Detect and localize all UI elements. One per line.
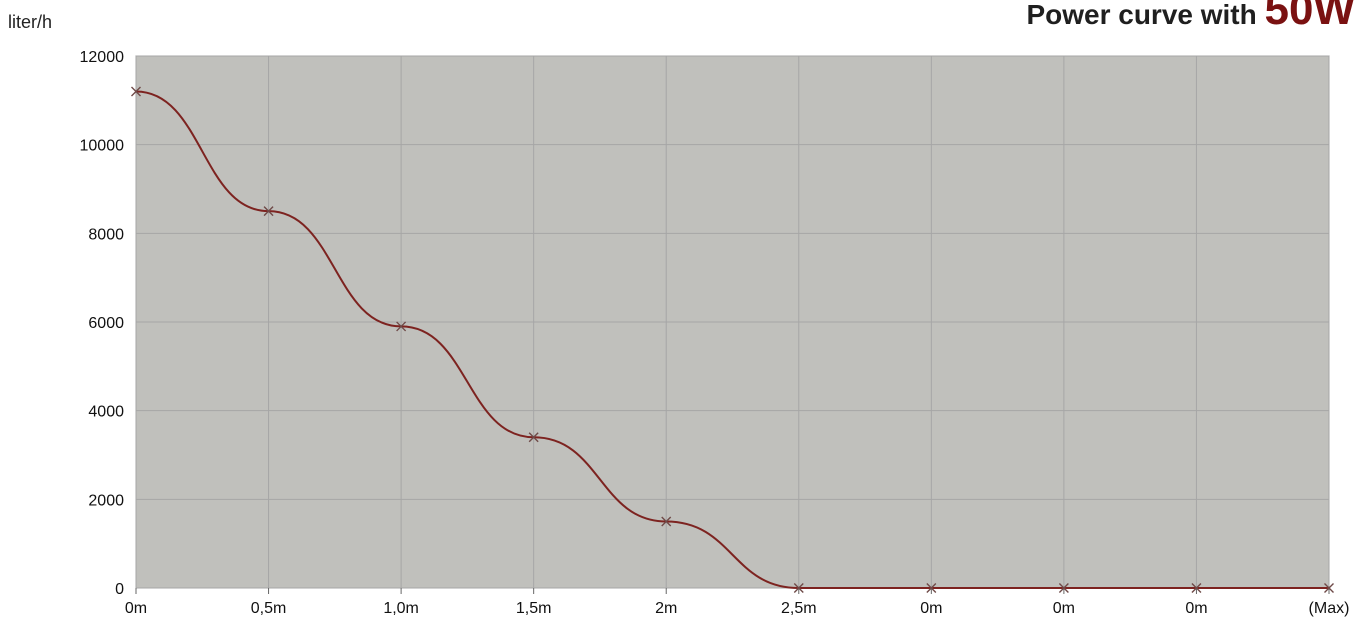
data-point-0-2 xyxy=(396,321,407,332)
y-tick-label-8000: 8000 xyxy=(88,226,124,243)
data-point-0-0 xyxy=(131,86,141,97)
data-point-0-9 xyxy=(1324,583,1334,593)
x-tick-label-5: 2,5m xyxy=(781,600,817,617)
x-tick-label-2: 1,0m xyxy=(383,600,419,617)
data-point-0-1 xyxy=(263,206,274,217)
data-point-0-8 xyxy=(1191,583,1202,593)
plot-layer: 0 2000 4000 6000 8000 10000 12000 0m 0,5m 1,0m 1,5… xyxy=(80,49,1350,617)
data-point-0-6 xyxy=(926,583,937,593)
data-point-0-3 xyxy=(528,432,539,443)
y-axis-label: liter/h xyxy=(8,12,53,32)
y-tick-label-4000: 4000 xyxy=(88,404,124,421)
x-tick-label-6: 0m xyxy=(920,600,942,617)
x-tick-label-1: 0,5m xyxy=(251,600,287,617)
x-tick-label-9: (Max) xyxy=(1309,600,1350,617)
x-tick-label-8: 0m xyxy=(1185,600,1207,617)
chart-title-value: 50W xyxy=(1264,0,1355,34)
chart-title-prefix: Power curve with xyxy=(1026,0,1265,30)
data-point-0-7 xyxy=(1058,583,1069,593)
x-tick-label-7: 0m xyxy=(1053,600,1075,617)
chart-title: Power curve with 50W xyxy=(1026,0,1355,34)
x-tick-label-4: 2m xyxy=(655,600,677,617)
y-tick-label-0: 0 xyxy=(115,581,124,598)
x-tick-label-0: 0m xyxy=(125,600,147,617)
x-tick-label-3: 1,5m xyxy=(516,600,552,617)
data-point-0-4 xyxy=(661,516,672,527)
data-point-0-5 xyxy=(793,583,804,593)
y-tick-label-12000: 12000 xyxy=(80,49,125,66)
y-tick-label-10000: 10000 xyxy=(80,138,125,155)
y-tick-label-6000: 6000 xyxy=(88,315,124,332)
y-tick-label-2000: 2000 xyxy=(88,492,124,509)
